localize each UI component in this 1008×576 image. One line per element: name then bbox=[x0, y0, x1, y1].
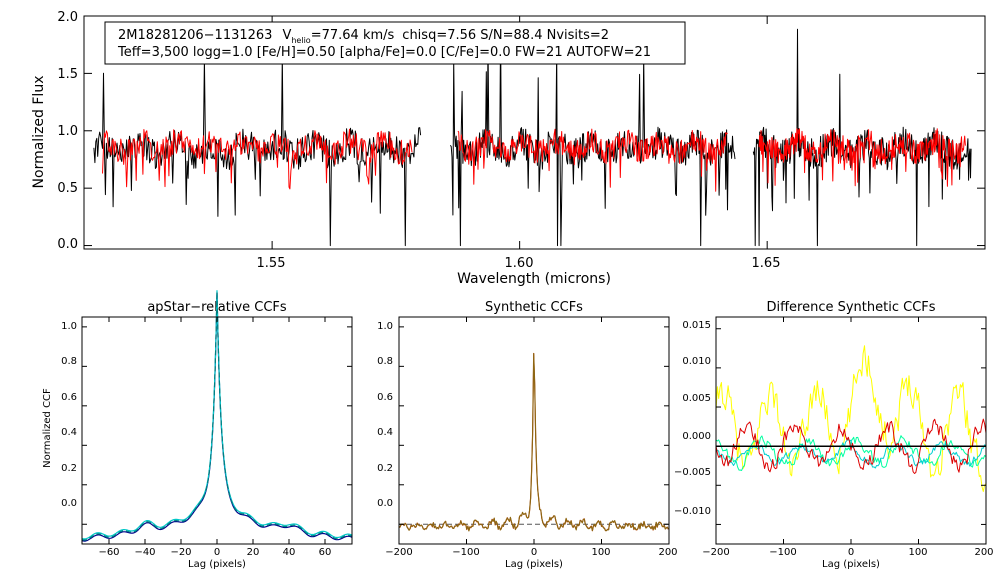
synthetic-ccf-ytick-label: 0.2 bbox=[377, 463, 393, 474]
synthetic-ccf-xtick-label: 0 bbox=[531, 547, 537, 558]
spectrum-xtick-label: 1.65 bbox=[752, 256, 781, 271]
synthetic-ccf-ytick-label: 1.0 bbox=[377, 321, 393, 332]
synthetic-ccf-xtick-label: 100 bbox=[591, 547, 610, 558]
spectrum-ytick-label: 0.0 bbox=[57, 237, 78, 252]
apstar-ccf-data-layer bbox=[81, 290, 353, 542]
spectrum-ytick-label: 0.5 bbox=[57, 181, 78, 196]
spectrum-plot-frame bbox=[83, 15, 986, 250]
apstar-ccf-ytick-label: 0.6 bbox=[61, 392, 77, 403]
apstar-ccf-xtick-label: 20 bbox=[247, 547, 260, 558]
apstar-ccf-xtick-label: 60 bbox=[319, 547, 332, 558]
synthetic-ccf-xtick-label: −200 bbox=[385, 547, 412, 558]
synthetic-ccf-x-axis-label: Lag (pixels) bbox=[505, 559, 563, 570]
difference-ccf-panel: Difference Synthetic CCFs −200 −100 0 10… bbox=[674, 300, 994, 570]
apstar-ccf-combined-line bbox=[81, 291, 353, 541]
spectrum-model-line bbox=[457, 128, 728, 192]
spectrum-xtick-label: 1.60 bbox=[505, 256, 534, 271]
synthetic-ccf-ytick-label: 0.0 bbox=[377, 498, 393, 509]
difference-ccf-title: Difference Synthetic CCFs bbox=[766, 300, 935, 315]
difference-ccf-xtick-label: 100 bbox=[908, 547, 927, 558]
difference-ccf-x-axis-label: Lag (pixels) bbox=[822, 559, 880, 570]
difference-ccf-xtick-label: 0 bbox=[848, 547, 854, 558]
apstar-ccf-ytick-labels: 0.0 0.2 0.4 0.6 0.8 1.0 bbox=[61, 321, 77, 509]
apstar-ccf-panel: apStar−relative CCFs −60 −40 −20 0 20 40… bbox=[42, 290, 353, 570]
difference-ccf-tick-layer bbox=[715, 317, 987, 544]
spectrum-panel: 1.55 1.60 1.65 0.0 0.5 1.0 1.5 2.0 Wavel… bbox=[31, 10, 986, 287]
difference-ccf-ytick-label: 0.015 bbox=[682, 320, 711, 331]
synthetic-ccf-ytick-label: 0.6 bbox=[377, 392, 393, 403]
difference-ccf-ytick-label: 0.010 bbox=[682, 356, 711, 367]
difference-ccf-ytick-label: −0.010 bbox=[674, 506, 711, 517]
apstar-ccf-xtick-labels: −60 −40 −20 0 20 40 60 bbox=[98, 547, 331, 558]
apstar-ccf-xtick-label: −20 bbox=[170, 547, 191, 558]
annotation-vhelio-value: =77.64 km/s bbox=[311, 28, 395, 43]
synthetic-ccf-ytick-label: 0.8 bbox=[377, 356, 393, 367]
annotation-parameters: Teff=3,500 logg=1.0 [Fe/H]=0.50 [alpha/F… bbox=[117, 45, 651, 60]
synthetic-ccf-xtick-label: 200 bbox=[658, 547, 677, 558]
spectrum-data-layer bbox=[93, 24, 972, 247]
spectrum-model-line bbox=[758, 128, 966, 187]
synthetic-ccf-ytick-label: 0.4 bbox=[377, 427, 393, 438]
spectrum-xtick-labels: 1.55 1.60 1.65 bbox=[257, 256, 781, 271]
difference-ccf-ytick-label: 0.005 bbox=[682, 393, 711, 404]
difference-ccf-xtick-labels: −200 −100 0 100 200 bbox=[702, 547, 993, 558]
spectrum-ytick-label: 1.0 bbox=[57, 124, 78, 139]
apstar-ccf-ytick-label: 1.0 bbox=[61, 321, 77, 332]
apstar-ccf-xtick-label: −60 bbox=[98, 547, 119, 558]
synthetic-ccf-visit2-line bbox=[398, 353, 669, 532]
annotation-stats: chisq=7.56 S/N=88.4 Nvisits=2 bbox=[402, 28, 609, 43]
apstar-ccf-x-axis-label: Lag (pixels) bbox=[188, 559, 246, 570]
annotation-frame bbox=[104, 21, 686, 65]
difference-ccf-visit-1-line bbox=[715, 345, 987, 492]
annotation-object-id: 2M18281206−1131263 bbox=[118, 28, 272, 43]
spectrum-ytick-label: 2.0 bbox=[57, 10, 78, 25]
spectrum-model-line bbox=[102, 128, 413, 190]
spectrum-ytick-labels: 0.0 0.5 1.0 1.5 2.0 bbox=[57, 10, 78, 252]
apstar-ccf-xtick-label: 40 bbox=[283, 547, 296, 558]
annotation-vhelio-symbol: V bbox=[282, 28, 291, 43]
difference-ccf-xtick-label: −200 bbox=[702, 547, 729, 558]
synthetic-ccf-data-layer bbox=[398, 352, 669, 532]
synthetic-ccf-tick-layer bbox=[398, 317, 670, 544]
apstar-ccf-visit2-line bbox=[81, 290, 353, 540]
apstar-ccf-y-axis-label: Normalized CCF bbox=[42, 388, 53, 468]
spectrum-annotation-box: 2M18281206−1131263 Vhelio=77.64 km/s chisq… bbox=[104, 21, 686, 65]
synthetic-ccf-title: Synthetic CCFs bbox=[485, 300, 583, 315]
annotation-line-1: 2M18281206−1131263 Vhelio=77.64 km/s chisq… bbox=[118, 28, 609, 45]
spectrum-ytick-label: 1.5 bbox=[57, 67, 78, 82]
apstar-ccf-ytick-label: 0.2 bbox=[61, 463, 77, 474]
synthetic-ccf-xtick-label: −100 bbox=[452, 547, 479, 558]
difference-ccf-data-layer bbox=[715, 345, 987, 492]
difference-ccf-xtick-label: 200 bbox=[974, 547, 993, 558]
difference-ccf-ytick-labels: −0.010 −0.005 0.000 0.005 0.010 0.015 bbox=[674, 320, 711, 517]
apstar-ccf-xtick-label: 0 bbox=[214, 547, 220, 558]
apstar-ccf-xtick-label: −40 bbox=[134, 547, 155, 558]
synthetic-ccf-ytick-labels: 0.0 0.2 0.4 0.6 0.8 1.0 bbox=[377, 321, 393, 509]
annotation-vhelio-subscript: helio bbox=[291, 36, 310, 45]
apstar-ccf-ytick-label: 0.8 bbox=[61, 356, 77, 367]
apstar-ccf-ytick-label: 0.4 bbox=[61, 427, 77, 438]
spectrum-y-axis-label: Normalized Flux bbox=[31, 76, 47, 189]
apstar-ccf-tick-layer bbox=[82, 317, 352, 544]
apstar-ccf-ytick-label: 0.0 bbox=[61, 498, 77, 509]
spectrum-xtick-label: 1.55 bbox=[257, 256, 286, 271]
synthetic-ccf-panel: Synthetic CCFs −200 −100 0 100 200 0.0 0… bbox=[377, 300, 677, 570]
difference-ccf-ytick-label: 0.000 bbox=[682, 431, 711, 442]
difference-ccf-ytick-label: −0.005 bbox=[674, 467, 711, 478]
synthetic-ccf-xtick-labels: −200 −100 0 100 200 bbox=[385, 547, 677, 558]
difference-ccf-visit-4-line bbox=[715, 418, 987, 474]
spectrum-x-axis-label: Wavelength (microns) bbox=[457, 271, 611, 287]
difference-ccf-xtick-label: −100 bbox=[769, 547, 796, 558]
